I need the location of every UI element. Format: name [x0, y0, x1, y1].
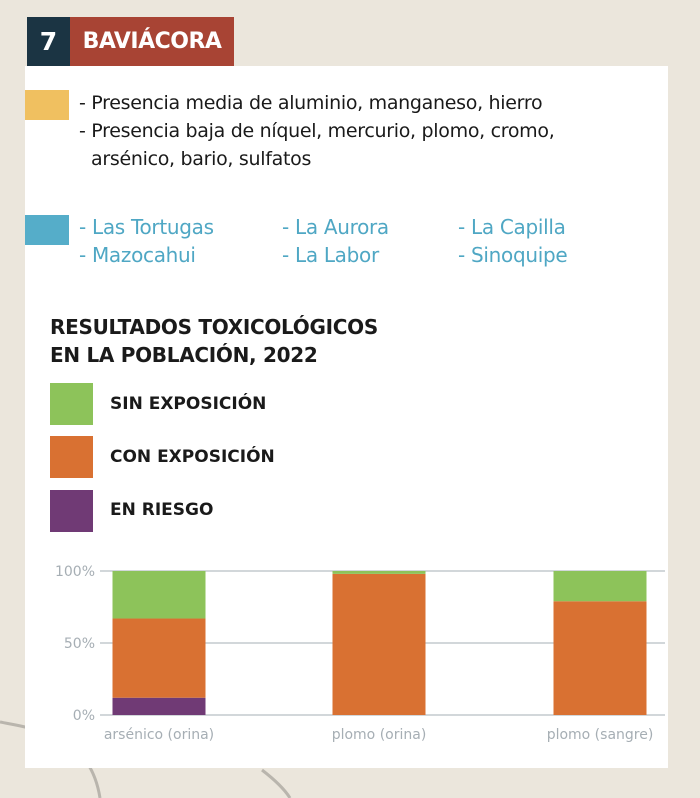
section-title: BAVIÁCORA [70, 17, 234, 66]
yellow-legend-line-1: - Presencia media de aluminio, manganeso… [79, 92, 543, 114]
legend-label-sin-exposicion: SIN EXPOSICIÓN [110, 394, 267, 414]
y-tick-label: 100% [55, 564, 95, 580]
site-label: - Sinoquipe [458, 243, 568, 267]
chart-title-line-2: EN LA POBLACIÓN, 2022 [50, 343, 318, 367]
legend-swatch-con-exposicion [50, 436, 93, 478]
bar-segment [332, 573, 426, 715]
x-tick-label: arsénico (orina) [104, 727, 214, 743]
legend-swatch-en-riesgo [50, 490, 93, 532]
bar-segment [112, 697, 206, 715]
bar-segment [553, 601, 647, 715]
section-number: 7 [27, 17, 70, 66]
yellow-legend-line-2: - Presencia baja de níquel, mercurio, pl… [79, 120, 555, 142]
site-label: - La Labor [282, 243, 379, 267]
legend-label-con-exposicion: CON EXPOSICIÓN [110, 447, 275, 467]
y-tick-label: 0% [73, 708, 95, 724]
bar-segment [553, 571, 647, 602]
site-label: - Mazocahui [79, 243, 196, 267]
y-tick-label: 50% [64, 636, 95, 652]
chart-title-line-1: RESULTADOS TOXICOLÓGICOS [50, 315, 378, 339]
bar-segment [112, 618, 206, 698]
site-label: - Las Tortugas [79, 215, 214, 239]
bar-segment [112, 571, 206, 619]
chart-title: RESULTADOS TOXICOLÓGICOS EN LA POBLACIÓN… [50, 313, 378, 369]
legend-label-en-riesgo: EN RIESGO [110, 500, 214, 520]
yellow-legend-swatch [25, 90, 69, 120]
yellow-legend-line-3: arsénico, bario, sulfatos [91, 148, 312, 170]
x-tick-label: plomo (sangre) [547, 727, 654, 743]
bar-segment [332, 571, 426, 574]
legend-swatch-sin-exposicion [50, 383, 93, 425]
site-label: - La Aurora [282, 215, 389, 239]
blue-legend-swatch [25, 215, 69, 245]
x-tick-label: plomo (orina) [332, 727, 427, 743]
site-label: - La Capilla [458, 215, 566, 239]
